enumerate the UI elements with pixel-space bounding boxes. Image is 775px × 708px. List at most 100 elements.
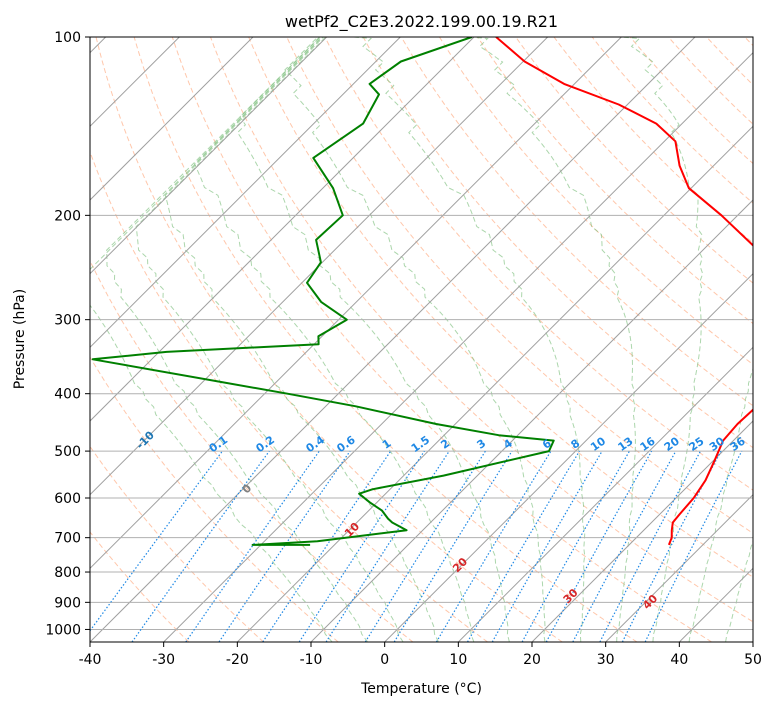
moist-adiabat — [135, 37, 404, 642]
y-tick-label: 400 — [54, 387, 81, 403]
profile-lines — [91, 37, 753, 546]
plot-frame — [89, 36, 754, 643]
mixing-ratio-line — [218, 450, 351, 642]
dry-adiabat — [515, 37, 753, 284]
moist-adiabat — [725, 539, 753, 642]
isotherm — [90, 37, 549, 496]
y-axis-label: Pressure (hPa) — [12, 289, 28, 389]
isotherm — [310, 199, 753, 642]
mixing-ratio-line — [644, 450, 743, 642]
axis-ticks: -40 -30 -20 -10 0 10 20 30 40 50 100 200 300 400 500 60… — [45, 30, 762, 668]
mixing-ratio-line — [364, 450, 486, 642]
y-tick-label: 900 — [54, 595, 81, 611]
dry-adiabat — [438, 37, 753, 366]
moist-adiabat — [164, 37, 439, 642]
moist-adiabat — [236, 37, 510, 642]
mixing-ratio-label: 0.1 — [207, 433, 230, 455]
dry-adiabat — [90, 531, 190, 642]
mixing-ratio-line — [262, 450, 392, 642]
mixing-ratio-label: 1 — [380, 437, 394, 452]
moist-adiabat — [688, 367, 753, 642]
dry-adiabat — [286, 37, 753, 534]
x-tick-label: 30 — [597, 652, 615, 668]
x-tick-label: 20 — [523, 652, 541, 668]
isotherm — [752, 641, 753, 642]
chart-title: wetPf2_C2E3.2022.199.00.19.R21 — [285, 12, 558, 32]
dry-adiabat — [477, 37, 753, 325]
mixing-ratio-line — [621, 450, 722, 642]
y-tick-label: 600 — [54, 491, 81, 507]
moist-adiabat — [284, 37, 546, 642]
isotherm — [531, 420, 753, 642]
y-tick-label: 700 — [54, 531, 81, 547]
isotherm — [90, 37, 254, 201]
dry-adiabat — [706, 37, 753, 86]
dry-adiabat — [400, 37, 753, 407]
isotherm — [457, 346, 753, 642]
x-tick-label: -20 — [226, 652, 249, 668]
dry-adiabat — [553, 37, 753, 244]
dry-adiabat-label: -10 — [134, 428, 157, 451]
dry-adiabat — [90, 259, 414, 642]
dry-adiabat — [95, 37, 563, 642]
mixing-ratio-line — [599, 450, 702, 642]
mixing-ratio-line — [298, 450, 425, 642]
x-tick-label: 10 — [449, 652, 467, 668]
x-tick-label: 0 — [380, 652, 389, 668]
isotherm — [90, 37, 401, 349]
y-tick-label: 200 — [54, 208, 81, 224]
isotherm — [605, 493, 753, 642]
mixing-ratio-label: 8 — [569, 437, 583, 452]
isotherm — [90, 37, 475, 422]
dry-adiabat — [668, 37, 753, 125]
y-tick-label: 500 — [54, 444, 81, 460]
mixing-ratio-line — [435, 450, 552, 642]
moist-adiabat — [353, 37, 586, 642]
dry-adiabat — [324, 37, 753, 491]
dry-adiabat — [90, 356, 339, 642]
mixing-ratio-label: 0.4 — [304, 433, 328, 455]
mixing-ratio-line — [90, 450, 223, 632]
x-tick-label: -30 — [152, 652, 175, 668]
dry-adiabat-label: 40 — [640, 592, 660, 612]
isotherm — [384, 272, 753, 642]
x-axis-label: Temperature (°C) — [360, 681, 482, 697]
x-tick-label: 50 — [744, 652, 762, 668]
background-lines — [90, 37, 753, 642]
dewpoint-profile — [91, 37, 555, 546]
isotherm — [163, 51, 753, 642]
mixing-ratio-line — [545, 450, 653, 642]
dry-adiabat — [90, 150, 488, 642]
dry-adiabat — [210, 37, 753, 623]
mixing-ratio-label: 3 — [475, 437, 489, 452]
mixing-ratio-label: 1.5 — [409, 433, 432, 455]
dry-adiabat — [248, 37, 753, 578]
moist-adiabat — [468, 37, 636, 642]
dry-adiabat — [362, 37, 753, 449]
mixing-ratio-line — [466, 450, 580, 642]
moist-adiabat — [106, 37, 369, 642]
isotherm — [236, 125, 753, 642]
x-tick-label: -10 — [300, 652, 323, 668]
mixing-ratio-line — [325, 450, 450, 642]
isotherm — [678, 567, 753, 642]
mixing-ratio-line — [572, 450, 677, 642]
y-tick-label: 800 — [54, 565, 81, 581]
dry-adiabat — [744, 37, 753, 47]
dry-adiabat — [133, 37, 638, 642]
y-tick-label: 300 — [54, 313, 81, 329]
dry-adiabat — [591, 37, 753, 204]
y-tick-label: 100 — [54, 30, 81, 46]
isotherm — [90, 37, 696, 642]
temperature-profile — [495, 37, 753, 546]
moist-adiabat — [90, 37, 333, 642]
isotherm — [90, 37, 328, 275]
mixing-ratio-line — [393, 450, 513, 642]
x-tick-label: 40 — [670, 652, 688, 668]
mixing-ratio-line — [521, 450, 631, 642]
mixing-ratio-label: 0.2 — [254, 433, 277, 455]
mixing-ratio-line — [131, 450, 270, 642]
moist-adiabat — [194, 37, 475, 642]
mixing-ratio-line — [185, 450, 320, 642]
